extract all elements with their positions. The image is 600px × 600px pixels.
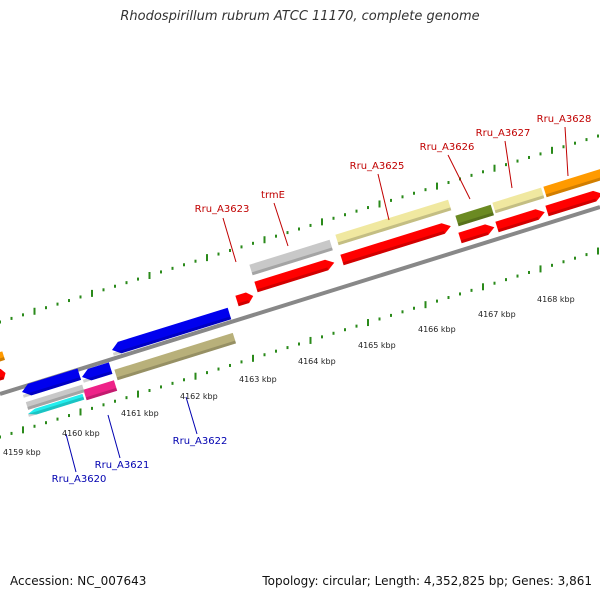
- map-title: Rhodospirillum rubrum ATCC 11170, comple…: [120, 9, 480, 24]
- upper-strand-features: [0, 168, 600, 382]
- scale-ticks: [0, 134, 599, 439]
- feature-red: [458, 224, 495, 244]
- gene-label-leader: [65, 433, 77, 473]
- feature-red: [0, 368, 6, 382]
- feature-red: [235, 292, 254, 307]
- feature-blue: [112, 307, 232, 356]
- scale-label: 4161 kbp: [121, 409, 159, 418]
- accession-text: Accession: NC_007643: [10, 574, 147, 588]
- feature-olive: [455, 204, 494, 227]
- gene-label-leader: [185, 396, 198, 435]
- feature-blue: [22, 368, 82, 398]
- gene-label: trmE: [261, 190, 285, 201]
- feature-orange: [543, 168, 600, 198]
- scale-label: 4167 kbp: [478, 310, 516, 319]
- gene-label: Rru_A3626: [420, 142, 475, 153]
- gene-label: Rru_A3621: [95, 460, 150, 471]
- feature-red: [545, 190, 600, 217]
- scale-label: 4163 kbp: [239, 375, 277, 384]
- gene-label-leader: [377, 173, 390, 221]
- feature-red: [495, 209, 545, 233]
- genome-backbone: [0, 205, 600, 396]
- scale-label: 4168 kbp: [537, 295, 575, 304]
- gene-label-leader: [447, 154, 471, 200]
- scale-label: 4166 kbp: [418, 325, 456, 334]
- feature-red: [254, 259, 335, 293]
- gene-label: Rru_A3620: [52, 474, 107, 485]
- feature-gray: [249, 239, 333, 276]
- genome-stats-text: Topology: circular; Length: 4,352,825 bp…: [262, 574, 592, 588]
- feature-red: [340, 223, 451, 266]
- gene-label: Rru_A3623: [195, 204, 250, 215]
- gene-label-leader: [564, 126, 569, 177]
- gene-label: Rru_A3628: [537, 114, 592, 125]
- scale-label: 4160 kbp: [62, 429, 100, 438]
- gene-label-leader: [273, 202, 289, 247]
- scale-label: 4164 kbp: [298, 357, 336, 366]
- scale-labels: 4159 kbp 4160 kbp 4161 kbp 4162 kbp 4163 kbp…: [3, 295, 575, 457]
- gene-label: Rru_A3622: [173, 436, 228, 447]
- gene-label: Rru_A3625: [350, 161, 405, 172]
- gene-label: Rru_A3627: [476, 128, 531, 139]
- scale-label: 4165 kbp: [358, 341, 396, 350]
- label-leaders: [65, 126, 569, 473]
- gene-label-leader: [222, 217, 237, 263]
- feature-blue: [82, 362, 113, 383]
- feature-magenta: [83, 380, 118, 401]
- lower-strand-features: [22, 307, 237, 417]
- feature-gray: [25, 384, 85, 410]
- feature-orange: [0, 351, 5, 363]
- gene-label-leader: [107, 414, 121, 459]
- feature-khaki: [114, 332, 237, 381]
- feature-pale-yellow: [492, 187, 545, 214]
- scale-label: 4162 kbp: [180, 392, 218, 401]
- gene-labels: Rru_A3623 trmE Rru_A3625 Rru_A3626Rru_A3627…: [52, 114, 592, 485]
- gene-label-leader: [504, 140, 513, 189]
- scale-label: 4159 kbp: [3, 448, 41, 457]
- feature-cyan: [28, 393, 85, 417]
- feature-pale-yellow: [335, 199, 452, 246]
